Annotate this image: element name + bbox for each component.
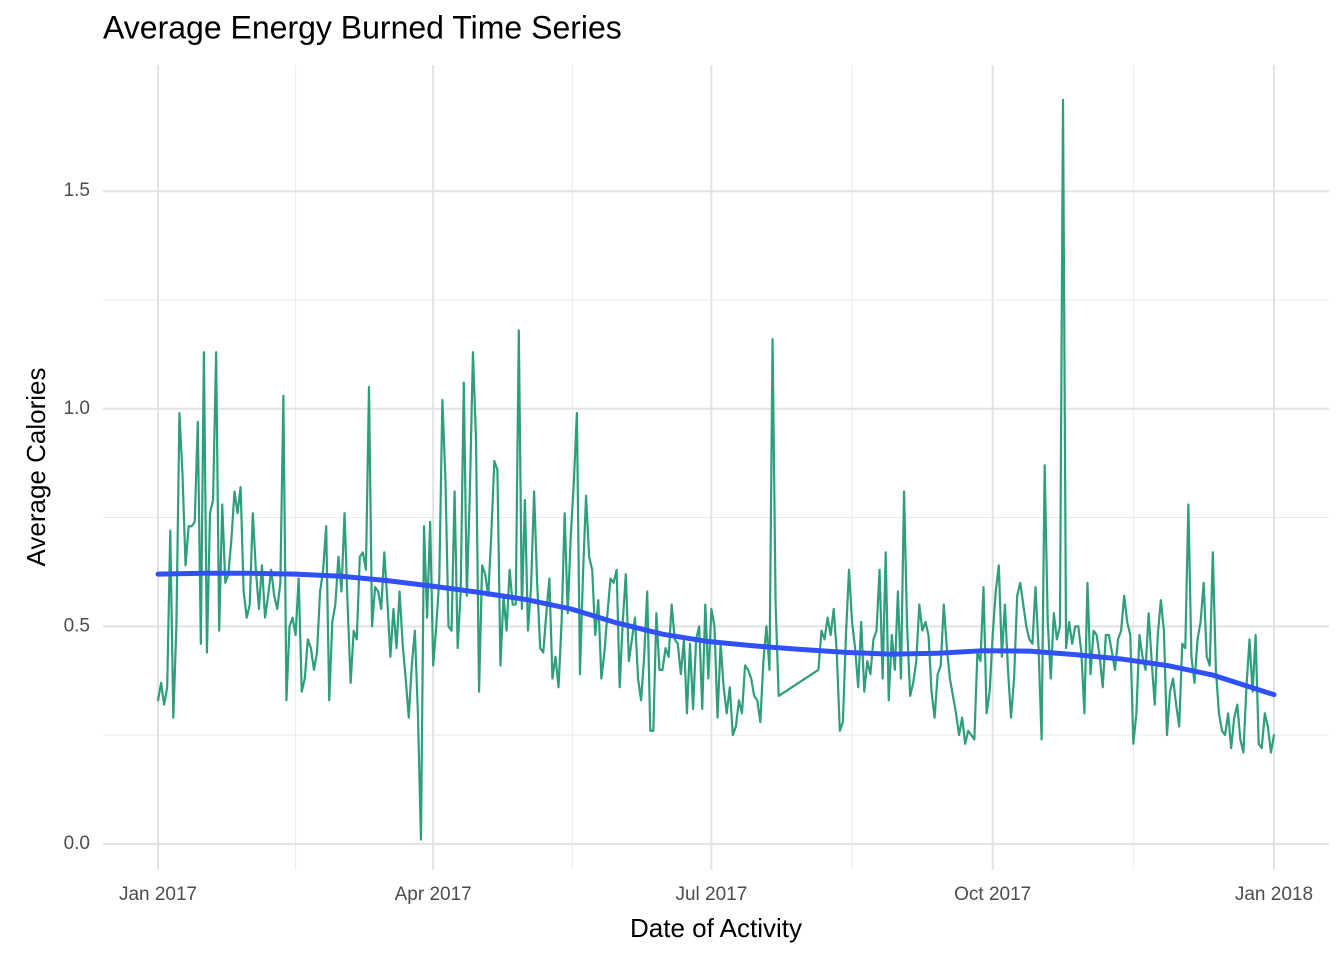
x-tick-label: Oct 2017 (954, 884, 1031, 905)
x-tick-label: Jan 2017 (119, 884, 197, 905)
chart-title: Average Energy Burned Time Series (103, 9, 622, 45)
y-tick-label: 1.5 (64, 180, 90, 201)
y-tick-label: 0.5 (64, 615, 90, 636)
grid (103, 65, 1329, 870)
y-tick-label: 1.0 (64, 398, 90, 419)
y-tick-label: 0.0 (64, 833, 90, 854)
y-axis-label: Average Calories (21, 368, 51, 567)
data-line (156, 98, 1276, 841)
x-tick-label: Apr 2017 (395, 884, 472, 905)
x-axis-label: Date of Activity (630, 913, 802, 943)
x-tick-label: Jan 2018 (1235, 884, 1313, 905)
x-tick-label: Jul 2017 (675, 884, 747, 905)
data-line (155, 570, 1277, 698)
